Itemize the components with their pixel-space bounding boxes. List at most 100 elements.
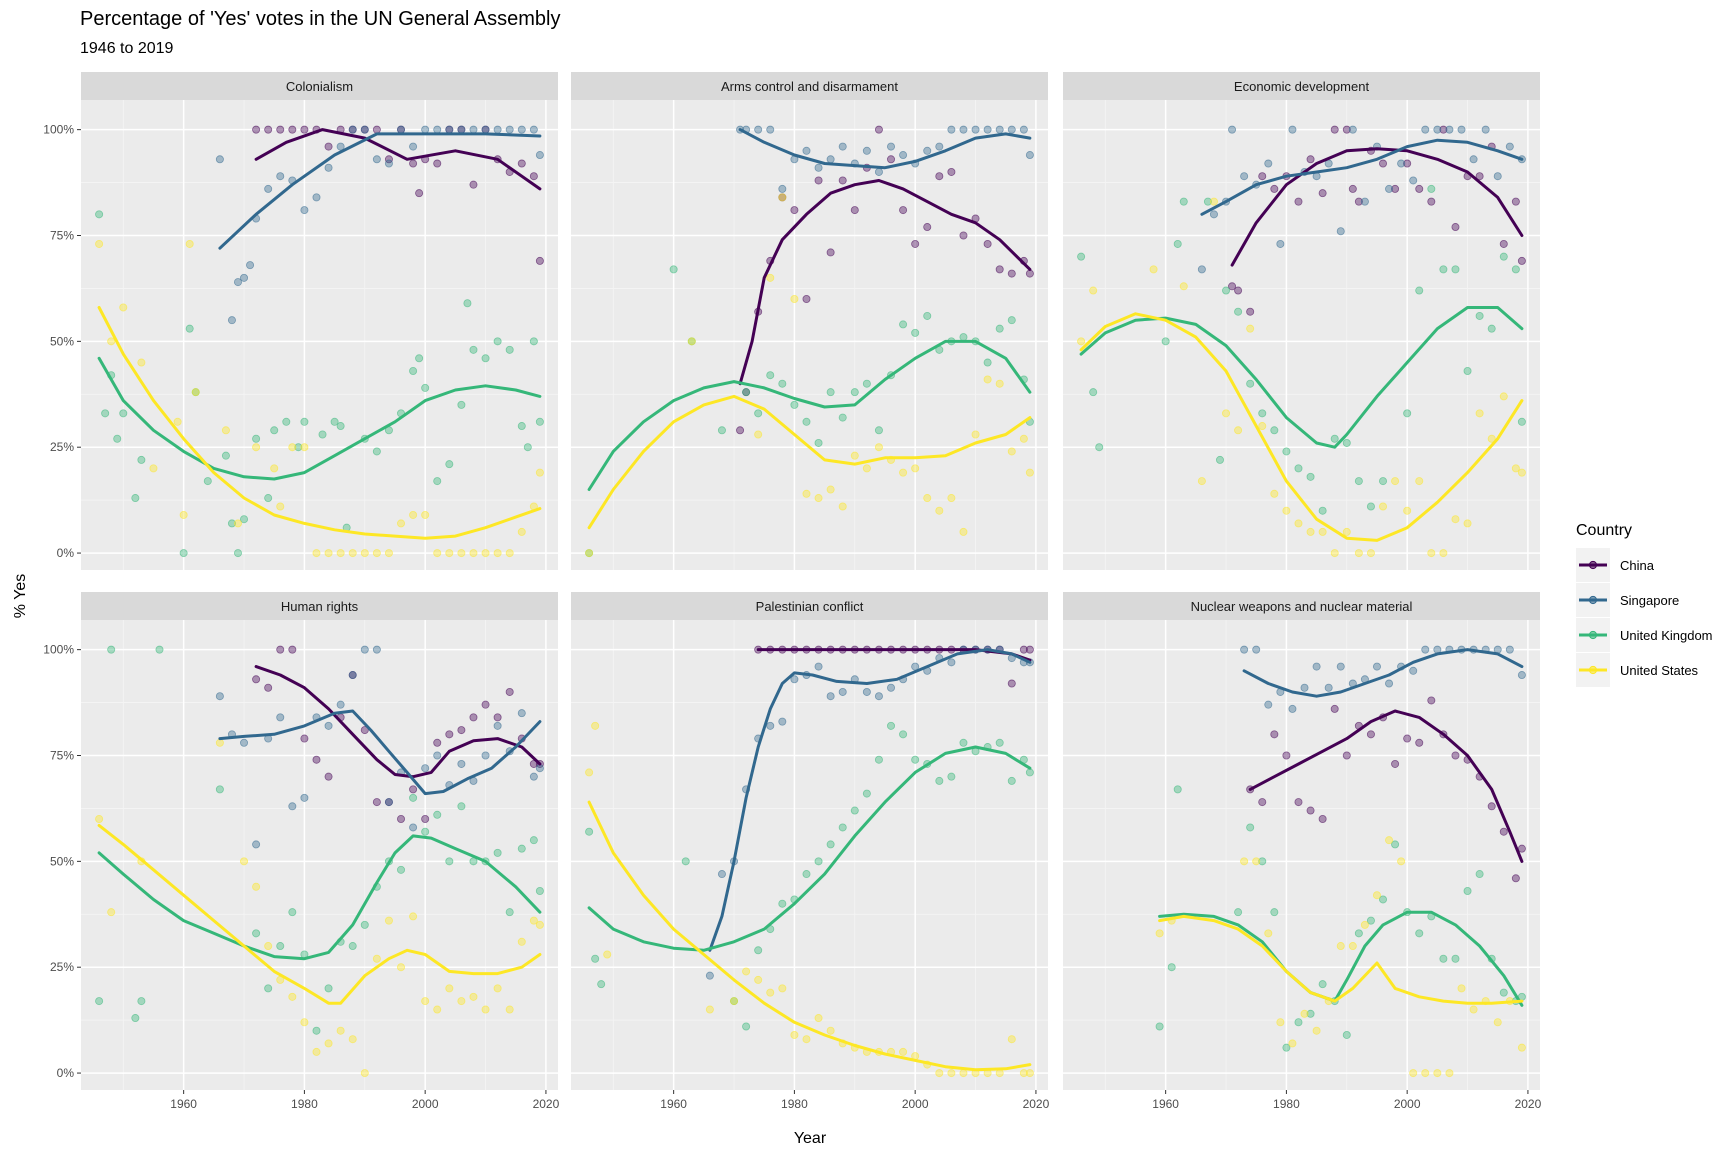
point-china: [1258, 798, 1267, 807]
point-singapore: [433, 125, 442, 134]
x-tick-label: 1980: [291, 1097, 318, 1111]
point-united-states: [1451, 515, 1460, 524]
point-china: [923, 223, 932, 232]
y-tick-label: 75%: [50, 748, 74, 762]
point-united-states: [397, 519, 406, 528]
trend-line-united-states: [97, 823, 542, 1005]
point-united-kingdom: [505, 345, 514, 354]
point-singapore: [1409, 666, 1418, 675]
point-united-states: [433, 549, 442, 558]
point-united-states: [959, 1069, 968, 1078]
point-united-states: [754, 430, 763, 439]
point-singapore: [1505, 142, 1514, 151]
x-tick-label: 2020: [533, 1097, 560, 1111]
point-united-states: [348, 1035, 357, 1044]
point-china: [1451, 751, 1460, 760]
point-united-kingdom: [802, 417, 811, 426]
point-china: [252, 125, 261, 134]
point-singapore: [276, 172, 285, 181]
point-united-kingdom: [221, 451, 230, 460]
point-united-states: [862, 464, 871, 473]
point-china: [899, 206, 908, 215]
point-united-kingdom: [433, 477, 442, 486]
point-china: [1294, 798, 1303, 807]
point-china: [372, 125, 381, 134]
point-united-kingdom: [264, 984, 273, 993]
point-united-states: [1385, 836, 1394, 845]
trend-line-united-kingdom: [97, 356, 542, 481]
x-tick-label: 2000: [902, 1097, 929, 1111]
trend-line-singapore: [1200, 138, 1524, 216]
point-singapore: [1397, 159, 1406, 168]
point-china: [1234, 286, 1243, 295]
point-united-states: [1240, 857, 1249, 866]
y-tick-label: 50%: [50, 334, 74, 348]
point-united-kingdom: [300, 417, 309, 426]
point-united-states: [826, 485, 835, 494]
point-singapore: [312, 193, 321, 202]
point-singapore: [1264, 700, 1273, 709]
point-united-kingdom: [802, 870, 811, 879]
point-united-kingdom: [330, 417, 339, 426]
point-united-kingdom: [137, 455, 146, 464]
trend-line-singapore: [218, 132, 542, 250]
x-tick-label: 2000: [1394, 1097, 1421, 1111]
point-united-states: [493, 549, 502, 558]
point-united-kingdom: [179, 549, 188, 558]
point-united-states: [1007, 447, 1016, 456]
point-united-states: [312, 549, 321, 558]
point-singapore: [1348, 125, 1357, 134]
point-united-kingdom: [669, 265, 678, 274]
point-singapore: [887, 142, 896, 151]
point-united-kingdom: [1354, 929, 1363, 938]
point-china: [1391, 759, 1400, 768]
point-china: [736, 426, 745, 435]
point-united-states: [1439, 549, 1448, 558]
point-china: [1348, 184, 1357, 193]
point-united-states: [742, 967, 751, 976]
point-united-kingdom: [1222, 286, 1231, 295]
point-singapore: [445, 125, 454, 134]
point-united-states: [240, 857, 249, 866]
point-united-states: [838, 502, 847, 511]
point-singapore: [1421, 645, 1430, 654]
point-china: [1354, 197, 1363, 206]
point-united-states: [1421, 1069, 1430, 1078]
point-united-kingdom: [826, 388, 835, 397]
point-singapore: [947, 125, 956, 134]
point-united-kingdom: [517, 844, 526, 853]
point-china: [959, 231, 968, 240]
point-united-kingdom: [1089, 388, 1098, 397]
x-tick-label: 1960: [660, 1097, 687, 1111]
point-china: [1258, 172, 1267, 181]
point-united-kingdom: [983, 358, 992, 367]
point-china: [1427, 197, 1436, 206]
point-united-kingdom: [814, 857, 823, 866]
point-singapore: [778, 717, 787, 726]
point-singapore: [717, 870, 726, 879]
panel-colonialism: Colonialism 0% 25% 50% 75% 100%: [43, 72, 558, 570]
point-china: [983, 239, 992, 248]
point-china: [1439, 125, 1448, 134]
point-singapore: [1421, 125, 1430, 134]
point-united-states: [1197, 477, 1206, 486]
point-singapore: [1240, 645, 1249, 654]
point-united-states: [935, 506, 944, 515]
point-united-kingdom: [264, 494, 273, 503]
point-china: [1270, 184, 1279, 193]
y-tick-label: 0%: [57, 1066, 75, 1080]
panel-background: [571, 620, 1048, 1090]
point-china: [911, 239, 920, 248]
point-singapore: [1240, 172, 1249, 181]
point-united-kingdom: [899, 730, 908, 739]
point-united-states: [911, 464, 920, 473]
point-china: [850, 206, 859, 215]
trend-line-united-states: [1158, 914, 1524, 1005]
point-singapore: [1252, 645, 1261, 654]
point-united-kingdom: [754, 409, 763, 418]
trend-line-united-kingdom: [587, 339, 1032, 491]
x-tick-label: 1980: [781, 1097, 808, 1111]
point-china: [457, 726, 466, 735]
point-united-states: [505, 1005, 514, 1014]
trend-line-united-kingdom: [1158, 910, 1524, 1007]
